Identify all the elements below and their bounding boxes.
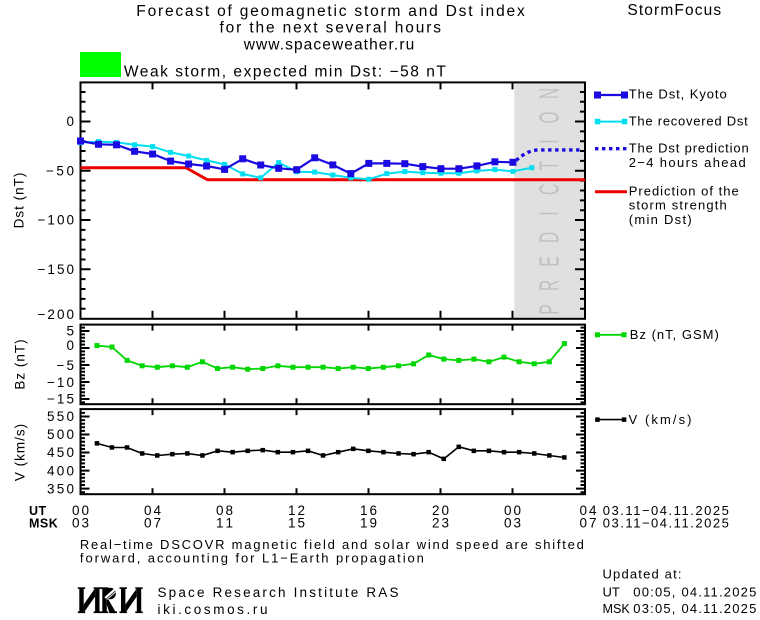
svg-text:Weak storm, expected min Dst:: Weak storm, expected min Dst: −58 nT [124,64,447,81]
svg-text:16: 16 [360,503,377,518]
svg-text:Bz (nT): Bz (nT) [13,338,28,389]
svg-text:15: 15 [288,516,305,531]
svg-text:T: T [534,161,565,171]
svg-text:D: D [534,232,565,243]
svg-text:−15: −15 [47,392,74,407]
svg-text:350: 350 [47,481,74,496]
svg-text:The recovered Dst: The recovered Dst [629,114,748,129]
svg-text:−10: −10 [47,375,74,390]
svg-text:03:05, 04.11.2025: 03:05, 04.11.2025 [633,601,756,616]
svg-text:450: 450 [47,445,74,460]
svg-text:(min Dst): (min Dst) [629,212,692,227]
svg-text:11: 11 [216,516,233,531]
svg-text:MSK: MSK [603,602,631,616]
svg-text:0: 0 [66,114,74,129]
svg-text:P: P [534,304,565,314]
svg-text:N: N [534,88,565,99]
svg-text:19: 19 [360,516,377,531]
svg-text:03.11−04.11.2025: 03.11−04.11.2025 [603,503,729,518]
svg-text:forward, accounting for L1−Ear: forward, accounting for L1−Earth propaga… [80,551,424,566]
svg-text:V (km/s): V (km/s) [13,423,28,481]
svg-text:550: 550 [47,409,74,424]
svg-text:V (km/s): V (km/s) [629,412,692,427]
svg-text:Space Research Institute RAS: Space Research Institute RAS [158,585,399,600]
svg-text:Real−time DSCOVR magnetic fiel: Real−time DSCOVR magnetic field and sola… [80,537,584,552]
svg-text:for the next several hours: for the next several hours [220,20,442,37]
svg-text:03.11−04.11.2025: 03.11−04.11.2025 [603,516,729,531]
svg-text:StormFocus: StormFocus [627,2,721,19]
svg-text:20: 20 [432,503,449,518]
svg-text:I: I [534,139,565,143]
svg-text:Bz (nT, GSM): Bz (nT, GSM) [630,327,719,342]
svg-text:400: 400 [47,463,74,478]
svg-text:MSK: MSK [29,517,58,531]
svg-text:UT: UT [603,585,620,600]
svg-text:03: 03 [504,516,521,531]
svg-text:I: I [534,211,565,215]
svg-text:O: O [534,112,565,124]
svg-text:2−4 hours ahead: 2−4 hours ahead [629,155,746,170]
svg-text:23: 23 [432,516,449,531]
svg-text:08: 08 [216,503,233,518]
svg-text:The Dst prediction: The Dst prediction [629,141,749,156]
svg-text:C: C [534,184,565,195]
svg-text:03: 03 [72,516,89,531]
svg-text:07: 07 [580,516,597,531]
svg-text:Dst (nT): Dst (nT) [12,172,27,229]
svg-text:iki.cosmos.ru: iki.cosmos.ru [158,602,268,617]
svg-text:The Dst, Kyoto: The Dst, Kyoto [629,87,727,102]
svg-text:E: E [534,256,565,266]
svg-text:00:05, 04.11.2025: 00:05, 04.11.2025 [633,585,756,600]
svg-text:R: R [534,280,565,291]
svg-text:storm strength: storm strength [629,198,727,213]
svg-text:00: 00 [72,503,89,518]
svg-text:07: 07 [144,516,161,531]
svg-text:UT: UT [29,504,47,518]
svg-text:Prediction of the: Prediction of the [629,183,739,198]
svg-text:5: 5 [66,324,74,339]
svg-text:0: 0 [66,338,74,353]
svg-text:00: 00 [504,503,521,518]
svg-text:www.spaceweather.ru: www.spaceweather.ru [243,37,415,54]
svg-text:04: 04 [144,503,161,518]
svg-text:12: 12 [288,503,305,518]
svg-text:−50: −50 [46,164,74,179]
svg-text:04: 04 [580,503,597,518]
svg-text:500: 500 [47,427,74,442]
